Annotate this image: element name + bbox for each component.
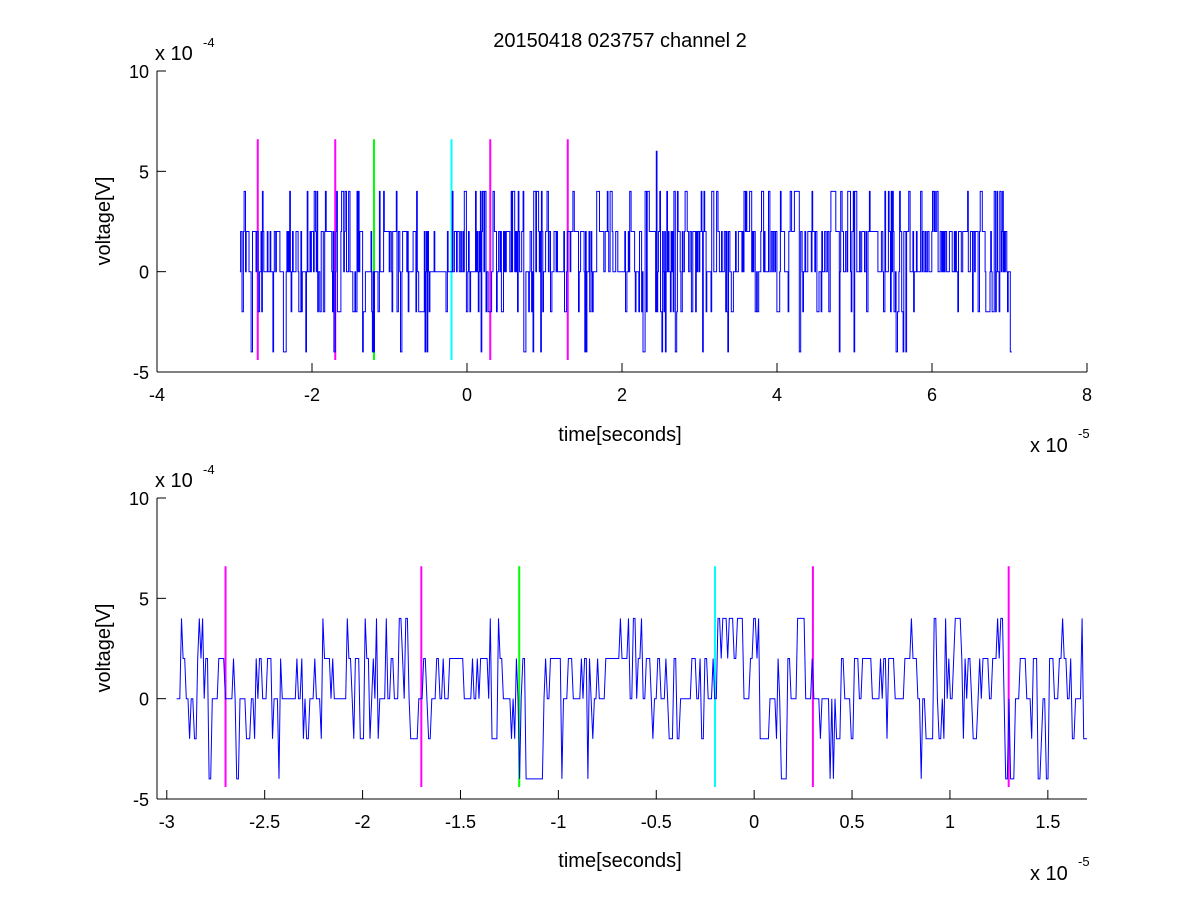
x-multiplier-base: x 10: [1030, 435, 1068, 457]
x-tick-label: -3: [159, 812, 175, 832]
y-tick-label: 5: [139, 589, 149, 609]
chart-title: 20150418 023757 channel 2: [493, 30, 747, 52]
y-axis-label: voltage[V]: [93, 604, 115, 693]
x-tick-label: 2: [617, 385, 627, 405]
x-tick-label: 0.5: [840, 812, 865, 832]
signal-line: [239, 150, 1012, 353]
x-axis-label: time[seconds]: [558, 850, 681, 872]
marker-lines: [224, 566, 1010, 787]
axes: [156, 70, 1088, 373]
y-tick-label: -5: [133, 363, 149, 383]
y-tick-label: 5: [139, 162, 149, 182]
x-multiplier-exponent: -5: [1078, 426, 1090, 441]
x-tick-label: -0.5: [641, 812, 672, 832]
x-tick-label: -4: [149, 385, 165, 405]
tick-labels: -4 -2 0 2 4 6 8 -5 0 5 10: [129, 62, 1092, 405]
x-multiplier: x 10 -5: [1030, 426, 1090, 457]
x-tick-label: -2: [355, 812, 371, 832]
tick-labels: -3 -2.5 -2 -1.5 -1 -0.5 0 0.5 1 1.5 -5 0 5 10: [129, 489, 1060, 832]
x-tick-label: 0: [749, 812, 759, 832]
y-multiplier-exponent: -4: [203, 35, 215, 50]
axes: [156, 497, 1087, 800]
top-chart: 20150418 023757 channel 2 -4 -2 0 2 4 6 8 -5 0 5 1…: [93, 30, 1092, 457]
x-tick-label: -2: [304, 385, 320, 405]
bottom-chart: -3 -2.5 -2 -1.5 -1 -0.5 0 0.5 1 1.5 -5 0 5 10 time[se…: [93, 462, 1090, 885]
y-tick-label: 0: [139, 263, 149, 283]
x-axis-label: time[seconds]: [558, 424, 681, 446]
signal-line: [176, 617, 1087, 780]
x-tick-label: 6: [927, 385, 937, 405]
y-tick-label: 0: [139, 690, 149, 710]
y-multiplier: x 10 -4: [155, 35, 215, 65]
x-tick-label: 1.5: [1035, 812, 1060, 832]
x-tick-label: 1: [945, 812, 955, 832]
y-multiplier-base: x 10: [155, 43, 193, 65]
y-multiplier-base: x 10: [155, 470, 193, 492]
y-axis-label: voltage[V]: [93, 177, 115, 266]
x-multiplier: x 10 -5: [1030, 854, 1090, 885]
x-multiplier-exponent: -5: [1078, 854, 1090, 869]
y-tick-label: -5: [133, 790, 149, 810]
y-multiplier: x 10 -4: [155, 462, 215, 492]
x-tick-label: -1: [550, 812, 566, 832]
x-multiplier-base: x 10: [1030, 863, 1068, 885]
x-tick-label: -1.5: [445, 812, 476, 832]
x-tick-label: 8: [1082, 385, 1092, 405]
x-tick-label: 0: [462, 385, 472, 405]
y-tick-label: 10: [129, 489, 149, 509]
y-tick-label: 10: [129, 62, 149, 82]
x-tick-label: -2.5: [249, 812, 280, 832]
y-multiplier-exponent: -4: [203, 462, 215, 477]
x-tick-label: 4: [772, 385, 782, 405]
